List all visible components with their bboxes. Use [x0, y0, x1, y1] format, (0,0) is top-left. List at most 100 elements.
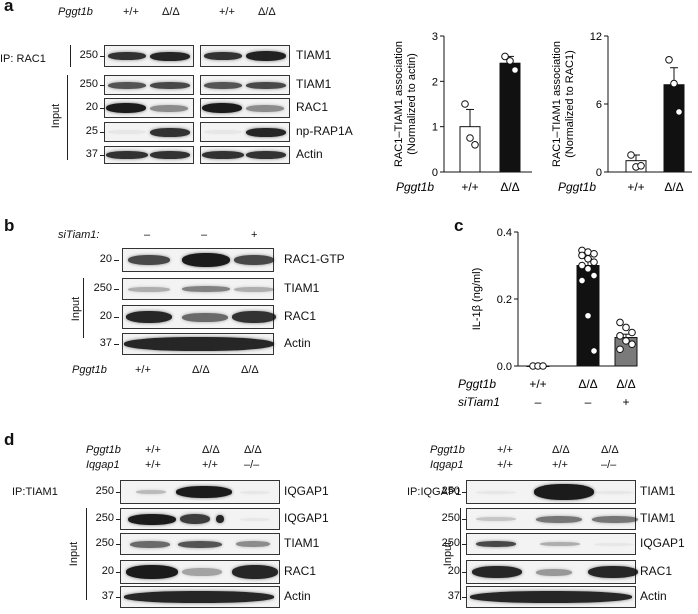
data-point: [622, 323, 630, 332]
blot-band: [476, 541, 516, 547]
blot-band: [476, 490, 516, 494]
mw-tick: [116, 544, 121, 545]
blot-band: [126, 565, 178, 579]
data-point: [584, 255, 592, 263]
mw-tick: [114, 344, 119, 345]
data-point: [578, 251, 586, 260]
y-tick-label: 0.0: [497, 361, 512, 373]
x-row2-label: –: [535, 395, 542, 409]
data-point: [501, 52, 509, 61]
blot-membrane: [200, 75, 290, 95]
d-left-iqgap-3: –/–: [244, 459, 260, 471]
blot-band: [246, 51, 286, 61]
mw-marker: 250: [441, 512, 460, 524]
d-left-genotype-2: Δ/Δ: [202, 444, 220, 456]
row-label: Pggt1b: [458, 377, 496, 391]
blot-band: [246, 127, 286, 137]
y-axis-title: IL-1β (ng/ml): [471, 268, 483, 331]
mw-tick: [100, 155, 105, 156]
protein-label: RAC1-GTP: [284, 252, 345, 266]
data-point: [584, 265, 592, 273]
d-right-iqgap-2: +/+: [552, 459, 568, 471]
mw-tick: [116, 572, 121, 573]
y-axis-label-line1: RAC1–TIAM1 association: [551, 41, 563, 167]
mw-marker: 20: [85, 101, 98, 113]
data-point: [578, 276, 586, 285]
mw-tick: [116, 492, 121, 493]
blot-band: [234, 286, 274, 292]
input-label: Input: [70, 296, 82, 322]
mw-marker: 37: [99, 337, 112, 349]
data-point: [637, 161, 645, 170]
x-row2-label: +: [622, 395, 629, 409]
mw-marker: 20: [447, 565, 460, 577]
blot-band: [150, 151, 190, 159]
protein-label: np-RAP1A: [296, 124, 353, 138]
blot-band: [128, 255, 170, 265]
protein-label: RAC1: [284, 564, 317, 578]
mw-marker: 37: [447, 590, 460, 602]
d-right-iqgap-1: +/+: [497, 459, 513, 471]
mw-marker: 20: [99, 310, 112, 322]
x-row2-label: –: [585, 395, 592, 409]
y-axis-label: IL-1β (ng/ml): [471, 268, 483, 331]
d-right-genotype-2: Δ/Δ: [552, 444, 570, 456]
mw-tick: [462, 572, 467, 573]
mw-marker: 37: [101, 590, 114, 602]
blot-band: [180, 514, 210, 524]
blot-band: [246, 151, 286, 159]
panel-c-letter: c: [454, 216, 464, 235]
protein-label: TIAM1: [296, 48, 332, 62]
d-left-ip-label: IP:TIAM1: [12, 486, 58, 498]
d-right-genotype-label: Pggt1b: [430, 444, 465, 456]
x-prefix-label: Pggt1b: [558, 180, 596, 194]
blot-band: [536, 515, 582, 523]
protein-label: Actin: [296, 147, 323, 161]
blot-band: [240, 517, 270, 521]
data-point: [539, 362, 547, 370]
panel-d-letter: d: [4, 430, 15, 449]
panel-b-letter: b: [4, 216, 15, 235]
blot-band: [246, 81, 286, 89]
data-point: [506, 57, 514, 65]
blot-band: [108, 52, 146, 60]
mw-tick: [462, 597, 467, 598]
x-prefix-label: Pggt1b: [396, 180, 434, 194]
y-axis-label-line2: (Normalized to actin): [406, 53, 418, 154]
blot-band: [232, 565, 278, 579]
data-point: [622, 337, 630, 345]
blot-band: [588, 566, 638, 578]
blot-membrane: [200, 122, 290, 142]
y-tick-label: 0.2: [497, 294, 512, 306]
blot-band: [182, 568, 222, 576]
data-point: [628, 328, 636, 337]
data-point: [590, 258, 598, 266]
blot-band: [124, 591, 274, 603]
mw-marker: 20: [101, 565, 114, 577]
blot-band: [182, 253, 230, 267]
input-label: Input: [50, 103, 62, 129]
si-value-2: –: [201, 229, 208, 241]
mw-marker: 250: [441, 537, 460, 549]
mw-tick: [114, 260, 119, 261]
data-point: [590, 249, 598, 258]
mw-marker: 250: [79, 78, 98, 90]
mw-tick: [116, 597, 121, 598]
chart-rac1-normalized: 0 6 12 RAC1–TIAM1 association (Normalized to…: [551, 31, 692, 194]
blot-band: [202, 103, 242, 113]
genotype-2: Δ/Δ: [162, 6, 180, 18]
d-right-input-bracket: [460, 508, 461, 600]
genotype-4: Δ/Δ: [258, 6, 276, 18]
y-axis-title: RAC1–TIAM1 association (Normalized to RAC…: [551, 41, 576, 167]
chart-il1b: 0.0 0.2 0.4 IL-1β (ng/ml) Pggt1b siTiam1 +/+ Δ/…: [458, 227, 638, 409]
blot-band: [182, 312, 228, 322]
genotype-label: Pggt1b: [58, 6, 93, 18]
mw-marker: 25: [85, 125, 98, 137]
protein-label: IQGAP1: [640, 536, 685, 550]
blot-band: [594, 490, 634, 494]
x-tick-label: Δ/Δ: [578, 377, 597, 391]
protein-label: Actin: [284, 589, 311, 603]
blot-band: [136, 490, 166, 494]
data-point: [511, 66, 519, 74]
genotype-3: Δ/Δ: [241, 364, 259, 376]
